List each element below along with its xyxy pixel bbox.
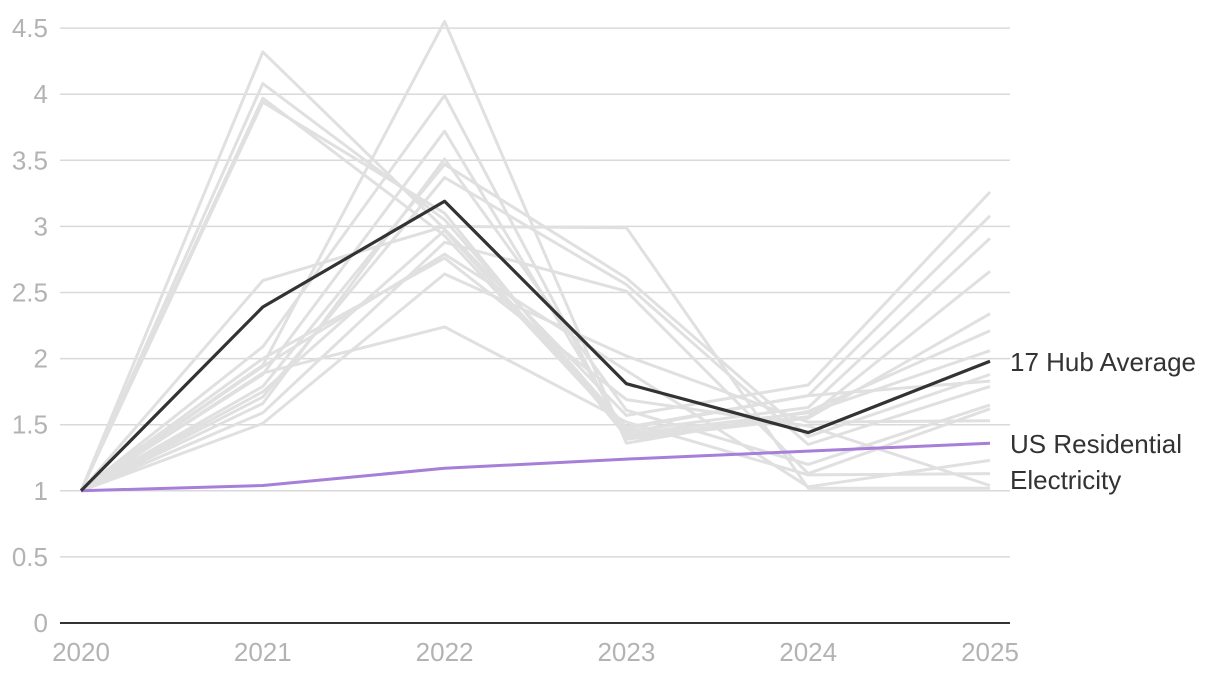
x-tick-label: 2020 (52, 637, 110, 667)
us-residential-electricity-label: US Residential (1010, 429, 1182, 459)
y-axis-tick-labels: 0 0.5 1 1.5 2 2.5 3 3.5 4 4.5 (12, 13, 48, 638)
y-tick-label: 4.5 (12, 13, 48, 43)
highlighted-series-lines (79, 199, 991, 493)
hub-series-line (80, 162, 991, 493)
us-residential-electricity-label: Electricity (1010, 465, 1121, 495)
hub-average-label: 17 Hub Average (1010, 347, 1196, 377)
y-tick-label: 3 (34, 211, 48, 241)
y-tick-label: 3.5 (12, 145, 48, 175)
x-axis-tick-labels: 2020 2021 2022 2023 2024 2025 (52, 637, 1019, 667)
y-tick-label: 1 (34, 476, 48, 506)
x-tick-label: 2021 (234, 637, 292, 667)
hub-series-line (80, 325, 991, 493)
x-tick-label: 2022 (416, 637, 474, 667)
y-tick-label: 0.5 (12, 542, 48, 572)
hub-series-line (80, 157, 991, 493)
series-labels: 17 Hub Average US Residential Electricity (1010, 347, 1196, 495)
x-tick-label: 2025 (961, 637, 1019, 667)
y-tick-label: 0 (34, 608, 48, 638)
hub-series-lines (79, 20, 992, 493)
y-tick-label: 2 (34, 344, 48, 374)
hub-series-line (79, 224, 990, 492)
us-residential-electricity-line (80, 441, 991, 493)
hub-series-line (80, 228, 991, 493)
y-tick-label: 2.5 (12, 278, 48, 308)
y-tick-label: 4 (34, 79, 48, 109)
hub-average-line (79, 199, 991, 492)
y-tick-label: 1.5 (12, 410, 48, 440)
x-tick-label: 2024 (779, 637, 837, 667)
hub-series-line (80, 240, 991, 493)
hub-series-line (80, 252, 991, 493)
x-tick-label: 2023 (597, 637, 655, 667)
